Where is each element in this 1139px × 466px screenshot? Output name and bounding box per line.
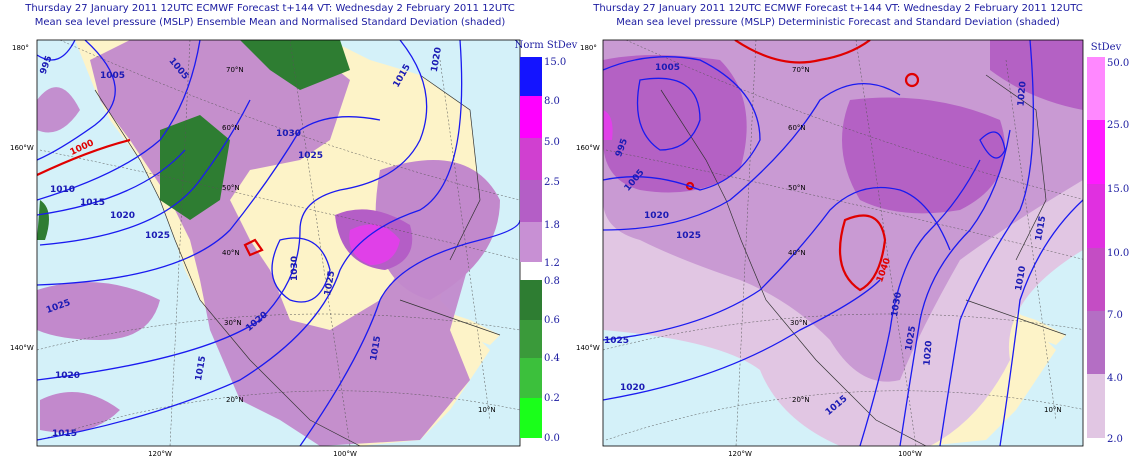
contour-label: 1030 [276, 129, 301, 139]
lat-label: 70°N [226, 66, 244, 74]
map [37, 40, 520, 446]
inner-labels: 70°N 60°N 50°N 40°N 30°N 20°N 10°N [788, 66, 1062, 414]
contour-label: 1030 [290, 256, 300, 281]
lon-label: 100°W [898, 450, 922, 458]
contour-label: 1015 [80, 198, 105, 208]
colorbar-label: 2.0 [1107, 434, 1123, 445]
lat-label: 60°N [222, 124, 240, 132]
map [603, 40, 1083, 446]
lon-label: 140°W [576, 344, 600, 352]
lat-label: 30°N [224, 319, 242, 327]
lat-label: 30°N [790, 319, 808, 327]
title: Thursday 27 January 2011 12UTC ECMWF For… [592, 3, 1083, 14]
subtitle: Mean sea level pressure (MSLP) Determini… [616, 17, 1060, 28]
colorbar-label: 1.8 [544, 220, 560, 231]
lon-label: 100°W [333, 450, 357, 458]
contour-label: 1010 [50, 185, 75, 195]
lat-label: 40°N [222, 249, 240, 257]
colorbar-label: 4.0 [1107, 373, 1123, 384]
lon-label: 180° [12, 44, 29, 52]
lon-label: 180° [580, 44, 597, 52]
colorbar-label: 0.0 [544, 433, 560, 444]
lat-label: 50°N [788, 184, 806, 192]
colorbar-label: 15.0 [544, 57, 566, 68]
lon-label: 160°W [576, 144, 600, 152]
contour-label: 1020 [620, 383, 645, 393]
lat-label: 60°N [788, 124, 806, 132]
title: Thursday 27 January 2011 12UTC ECMWF For… [24, 3, 515, 14]
colorbar-label: 5.0 [544, 137, 560, 148]
contour-label: 1020 [55, 371, 80, 381]
contour-label: 1015 [1034, 215, 1048, 241]
contour-label: 1020 [923, 340, 935, 366]
subtitle: Mean sea level pressure (MSLP) Ensemble … [35, 17, 506, 28]
colorbar-label: 0.4 [544, 353, 560, 364]
contour-label: 1020 [644, 211, 669, 221]
colorbar-label: 1.2 [544, 258, 560, 269]
colorbar-label: 2.5 [544, 177, 560, 188]
lon-label: 120°W [148, 450, 172, 458]
contour-label: 1020 [110, 211, 135, 221]
colorbar-label: 50.0 [1107, 58, 1129, 69]
lon-label: 140°W [10, 344, 34, 352]
contour-label: 1020 [1016, 81, 1028, 107]
contour-label: 1025 [904, 325, 918, 351]
contour-label: 1030 [890, 291, 904, 317]
lat-label: 20°N [226, 396, 244, 404]
colorbar [1087, 57, 1105, 438]
lon-label: 120°W [728, 450, 752, 458]
lat-label: 10°N [1044, 406, 1062, 414]
lat-label: 50°N [222, 184, 240, 192]
lat-label: 70°N [792, 66, 810, 74]
colorbar-label: 0.2 [544, 393, 560, 404]
contour-label: 1025 [323, 270, 337, 296]
lat-label: 40°N [788, 249, 806, 257]
lon-label: 160°W [10, 144, 34, 152]
colorbar-title: StDev [1091, 42, 1122, 53]
lat-label: 20°N [792, 396, 810, 404]
contour-label: 1015 [194, 355, 208, 381]
contour-label: 1010 [1014, 265, 1028, 291]
contour-label: 1020 [430, 47, 444, 73]
colorbar-label: 25.0 [1107, 120, 1129, 131]
colorbar-label: 8.0 [544, 96, 560, 107]
contour-label: 1005 [100, 71, 125, 81]
colorbar [520, 57, 542, 438]
contour-label: 1025 [298, 151, 323, 161]
colorbar-label: 15.0 [1107, 184, 1129, 195]
colorbar-label: 10.0 [1107, 248, 1129, 259]
colorbar-label: 0.6 [544, 315, 560, 326]
contour-label: 1015 [52, 429, 77, 439]
contour-label: 1025 [145, 231, 170, 241]
colorbar-label: 7.0 [1107, 310, 1123, 321]
contour-label: 1025 [676, 231, 701, 241]
colorbar-title: Norm StDev [515, 40, 578, 51]
contour-label: 1005 [655, 63, 680, 73]
lat-label: 10°N [478, 406, 496, 414]
contour-label: 1025 [604, 336, 629, 346]
inner-labels: 70°N 60°N 50°N 40°N 30°N 20°N 10°N [222, 66, 496, 414]
contour-label: 1015 [369, 335, 383, 361]
colorbar-label: 0.8 [544, 276, 560, 287]
contour-labels: 995 1005 1005 1000 1010 1015 1020 1025 1… [39, 47, 444, 439]
